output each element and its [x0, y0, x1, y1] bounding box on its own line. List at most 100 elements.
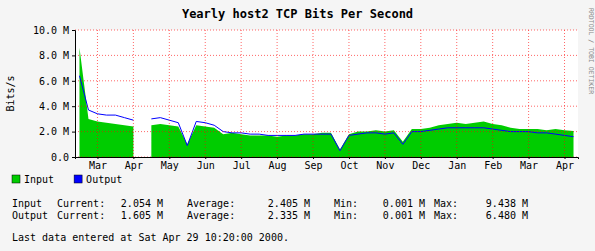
grid-line — [97, 30, 98, 157]
stats-value: 6.480 M — [486, 210, 528, 221]
stats-row-label: Output — [12, 210, 48, 221]
area-series — [79, 48, 573, 157]
axis-line — [76, 158, 579, 160]
tick-label: Apr — [125, 160, 143, 171]
tick-label: 6.0 M — [39, 76, 69, 87]
tick-mark — [385, 157, 386, 159]
x-tick: Dec — [412, 157, 430, 171]
tick-label: Apr — [556, 160, 574, 171]
tick-label: 4.0 M — [39, 101, 69, 112]
grid-line — [75, 80, 578, 81]
tick-label: Mar — [89, 160, 107, 171]
x-tick: Sep — [304, 157, 322, 171]
grid-line — [456, 30, 457, 157]
tick-label: Jan — [448, 160, 466, 171]
stats-value: 2.054 M — [121, 198, 163, 209]
grid-line — [75, 131, 578, 132]
plot-background — [75, 30, 578, 157]
tick-mark — [565, 157, 566, 159]
stats-value: 0.001 M — [383, 210, 425, 221]
stats-column-label: Min: — [334, 198, 358, 209]
y-axis: 0.0 2.0 M 4.0 M 6.0 M 8.0 M 10.0 M — [33, 25, 76, 163]
stats: Input Current: 2.054 M Average: 2.405 M Min: 0… — [12, 198, 528, 221]
line-series — [79, 76, 573, 151]
grid-line — [205, 30, 206, 157]
tick-label: 0.0 — [51, 152, 69, 163]
grid-line — [313, 30, 314, 157]
grid-line — [528, 30, 529, 157]
stats-value: 2.335 M — [268, 210, 310, 221]
x-tick: Oct — [340, 157, 358, 171]
tick-mark — [72, 30, 75, 31]
grid-line — [348, 30, 349, 157]
stats-row-label: Input — [12, 198, 42, 209]
y-axis-title: Bits/s — [5, 75, 16, 111]
grid-line — [75, 30, 578, 31]
stats-column-label: Max: — [434, 210, 458, 221]
legend-label: Output — [86, 174, 122, 185]
grid-line — [384, 30, 385, 157]
legend-swatch — [74, 175, 82, 183]
legend-swatch — [12, 175, 20, 183]
y-tick: 2.0 M — [39, 126, 75, 137]
x-tick: Apr — [556, 157, 574, 171]
y-tick: 4.0 M — [39, 101, 75, 112]
tick-label: Oct — [340, 160, 358, 171]
x-tick: Apr — [125, 157, 143, 171]
x-tick: Jul — [233, 157, 251, 171]
tick-label: Mar — [520, 160, 538, 171]
tick-label: Jun — [197, 160, 215, 171]
tick-label: May — [161, 160, 179, 171]
tick-mark — [72, 132, 75, 133]
tick-label: 10.0 M — [33, 25, 69, 36]
tick-label: Nov — [376, 160, 394, 171]
grid-line — [75, 106, 578, 107]
background — [0, 0, 595, 251]
title: Yearly host2 TCP Bits Per Second — [182, 7, 413, 21]
x-tick: Mar — [520, 157, 538, 171]
tick-mark — [529, 157, 530, 159]
grid — [75, 30, 578, 157]
y-tick: 8.0 M — [39, 50, 75, 61]
y-tick: 10.0 M — [33, 25, 75, 36]
grid-line — [75, 55, 578, 56]
stats-column-label: Current: — [57, 198, 105, 209]
stats-column-label: Min: — [334, 210, 358, 221]
tick-label: Dec — [412, 160, 430, 171]
x-tick: Aug — [269, 157, 287, 171]
grid-line — [492, 30, 493, 157]
tick-mark — [349, 157, 350, 159]
grid-line — [277, 30, 278, 157]
chart: Yearly host2 TCP Bits Per SecondRRDTOOL … — [0, 0, 595, 251]
stats-value: 2.405 M — [268, 198, 310, 209]
grid-line — [133, 30, 134, 157]
grid-line — [241, 30, 242, 157]
tick-mark — [421, 157, 422, 159]
legend: InputOutput — [12, 174, 122, 185]
x-tick: Jun — [197, 157, 215, 171]
x-tick: Nov — [376, 157, 394, 171]
axis-line — [72, 31, 76, 158]
tick-mark — [277, 157, 278, 159]
tick-mark — [72, 106, 75, 107]
tick-mark — [97, 157, 98, 159]
tick-mark — [72, 55, 75, 56]
y-tick: 6.0 M — [39, 76, 75, 87]
stats-value: 1.605 M — [121, 210, 163, 221]
stats-column-label: Average: — [187, 210, 235, 221]
stats-column-label: Current: — [57, 210, 105, 221]
tick-mark — [313, 157, 314, 159]
plot-area — [79, 48, 573, 157]
grid-line — [564, 30, 565, 157]
tick-mark — [72, 81, 75, 82]
stats-value: 0.001 M — [383, 198, 425, 209]
grid-line — [420, 30, 421, 157]
tick-label: Feb — [484, 160, 502, 171]
tick-label: 8.0 M — [39, 50, 69, 61]
footer: Last data entered at Sat Apr 29 10:20:00… — [12, 232, 289, 243]
tick-mark — [241, 157, 242, 159]
tick-label: Jul — [233, 160, 251, 171]
x-axis: Mar Apr May Jun Jul Aug Sep Oct Nov Dec Jan Feb Mar A… — [76, 157, 579, 171]
tick-mark — [205, 157, 206, 159]
tick-mark — [493, 157, 494, 159]
